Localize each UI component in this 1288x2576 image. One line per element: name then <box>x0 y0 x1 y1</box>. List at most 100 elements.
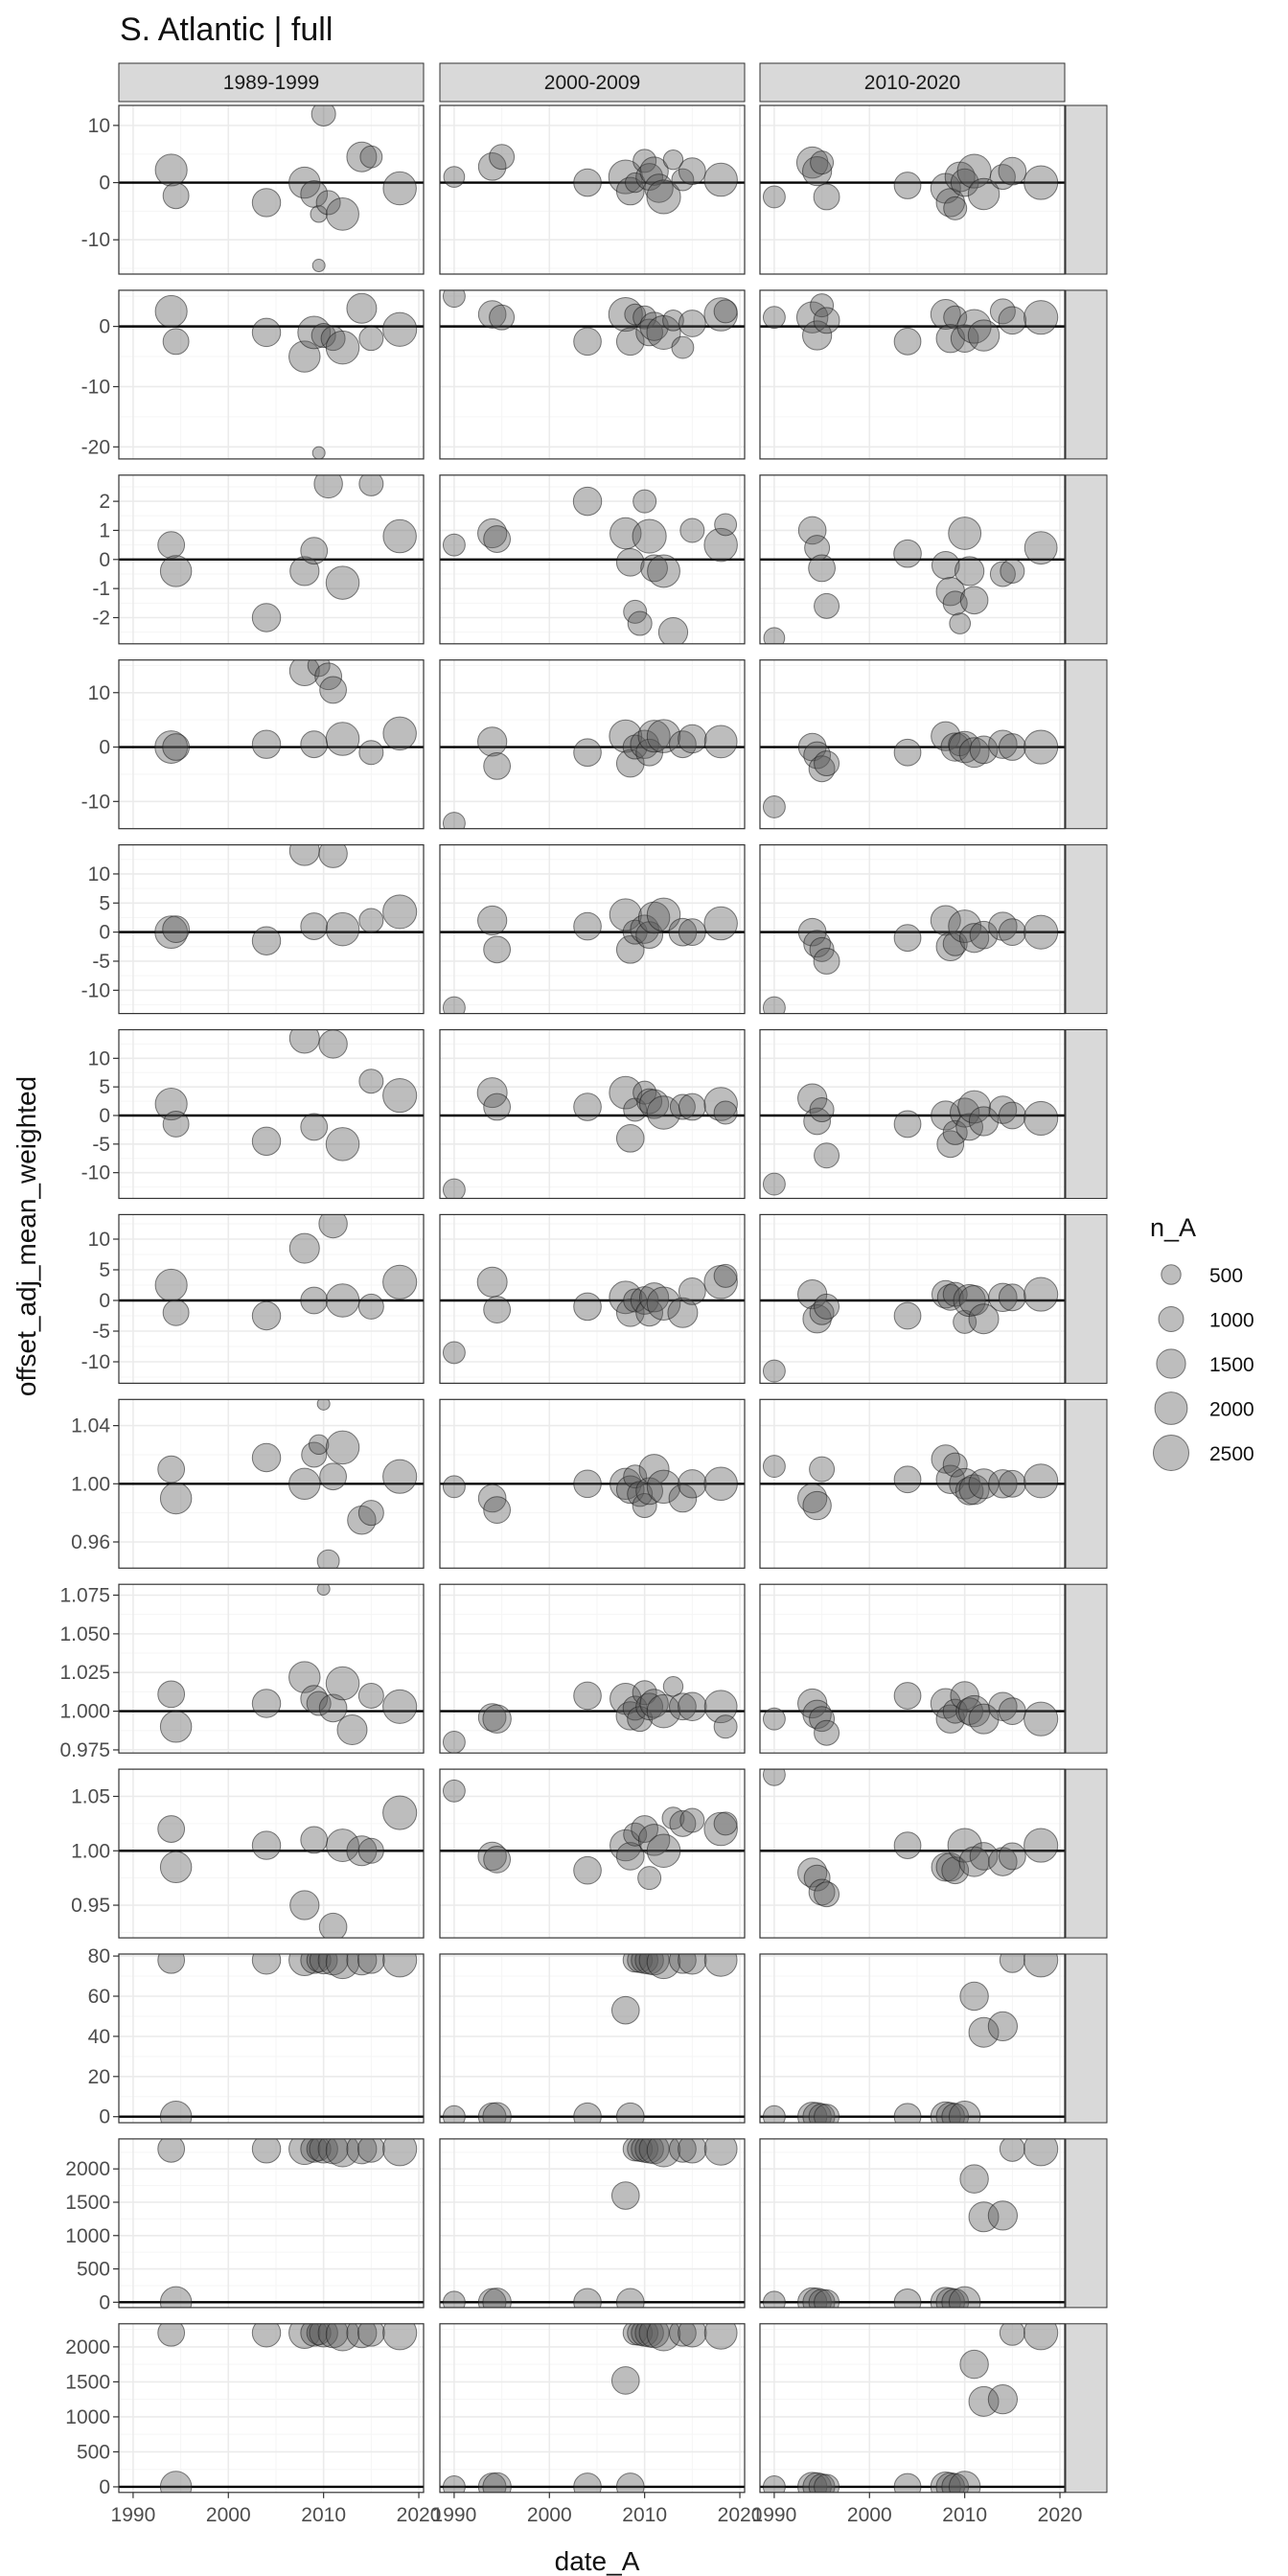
x-tick-label: 2010 <box>301 2504 346 2526</box>
data-point <box>804 535 831 562</box>
data-point <box>813 183 840 211</box>
data-point <box>382 311 418 347</box>
data-point <box>813 307 840 334</box>
data-point <box>639 156 669 186</box>
data-point <box>573 1469 602 1499</box>
data-point <box>309 2323 338 2348</box>
data-point <box>935 2102 965 2123</box>
data-point <box>325 1666 360 1701</box>
data-point <box>325 1430 360 1465</box>
data-point <box>326 196 359 231</box>
data-point <box>483 1296 512 1323</box>
data-point <box>947 1828 982 1863</box>
data-point <box>813 948 840 975</box>
y-tick-label: 10 <box>88 1229 110 1251</box>
data-point <box>159 1482 193 1515</box>
y-tick-label: 10 <box>88 682 110 704</box>
data-point <box>762 1172 786 1196</box>
data-point <box>763 627 786 644</box>
panel-border <box>759 289 1066 460</box>
data-point <box>703 906 738 941</box>
y-tick-label: 10 <box>88 115 110 137</box>
panel-points <box>442 1779 738 1891</box>
panel-border <box>118 1768 425 1939</box>
data-point <box>893 1110 922 1138</box>
facet-row: 806040200silicate_mean <box>88 1945 1108 2128</box>
panel-border <box>439 843 746 1015</box>
data-point <box>762 2104 786 2123</box>
data-point <box>573 1681 602 1711</box>
data-point <box>382 894 418 930</box>
panel-background <box>760 659 1065 829</box>
data-point <box>483 935 512 964</box>
y-tick-label: 0 <box>99 2476 110 2498</box>
data-point <box>814 1719 840 1746</box>
data-point <box>941 1856 970 1885</box>
data-point <box>300 1113 329 1141</box>
panel-background <box>119 844 424 1014</box>
data-point <box>797 1083 828 1114</box>
y-tick-label: 0 <box>99 922 110 944</box>
data-point <box>157 2323 186 2347</box>
column-strip-label: 1989-1999 <box>223 72 319 94</box>
data-point <box>968 2016 1000 2048</box>
panel-border <box>118 2138 425 2309</box>
data-point <box>637 720 671 753</box>
panel-background <box>119 1214 424 1384</box>
panel-points <box>762 293 1059 356</box>
data-point <box>573 327 602 356</box>
x-tick-label: 1990 <box>752 2504 797 2526</box>
panel-points <box>763 516 1058 644</box>
data-point <box>159 1711 193 1743</box>
data-point <box>988 729 1018 759</box>
panel-border <box>439 659 746 830</box>
data-point <box>325 911 360 947</box>
y-tick-label: 1.00 <box>71 1473 110 1495</box>
panel-background <box>440 659 745 829</box>
column-strip <box>439 62 746 103</box>
legend-title: n_A <box>1150 1213 1196 1242</box>
data-point <box>987 2011 1019 2042</box>
data-point <box>154 1268 188 1302</box>
panel-points <box>154 292 418 459</box>
panel-points <box>762 721 1059 818</box>
data-point <box>623 1464 648 1489</box>
data-point <box>713 1811 738 1836</box>
data-point <box>950 1681 979 1711</box>
data-point <box>615 2472 645 2493</box>
data-point <box>356 1954 385 1974</box>
panel-border <box>759 659 1066 830</box>
y-tick-label: -1 <box>92 578 110 600</box>
panel-background <box>760 105 1065 274</box>
panel-points <box>442 1075 738 1199</box>
panel-points <box>442 486 738 644</box>
data-point <box>310 105 336 126</box>
data-point <box>998 918 1026 947</box>
data-point <box>808 2103 836 2123</box>
data-point <box>998 1101 1026 1130</box>
data-point <box>442 2290 466 2308</box>
facet-panel <box>439 2323 746 2494</box>
data-point <box>893 1682 922 1710</box>
data-point <box>803 930 832 958</box>
data-point <box>573 2472 602 2493</box>
data-point <box>762 2290 786 2308</box>
data-point <box>678 1277 706 1305</box>
data-point <box>662 149 684 171</box>
row-strip <box>1065 1953 1108 2124</box>
data-point <box>999 2138 1025 2162</box>
panel-points <box>157 1584 418 1745</box>
row-strip <box>1065 1213 1108 1384</box>
data-point <box>477 1484 507 1513</box>
data-point <box>635 318 664 347</box>
data-point <box>999 2323 1025 2346</box>
panel-border <box>759 1768 1066 1939</box>
data-point <box>762 996 786 1014</box>
y-tick-label: 10 <box>88 1047 110 1070</box>
data-point <box>482 2102 512 2123</box>
data-point <box>646 1693 681 1729</box>
facet-panel <box>118 659 425 830</box>
panel-points <box>762 146 1059 220</box>
data-point <box>795 146 829 179</box>
